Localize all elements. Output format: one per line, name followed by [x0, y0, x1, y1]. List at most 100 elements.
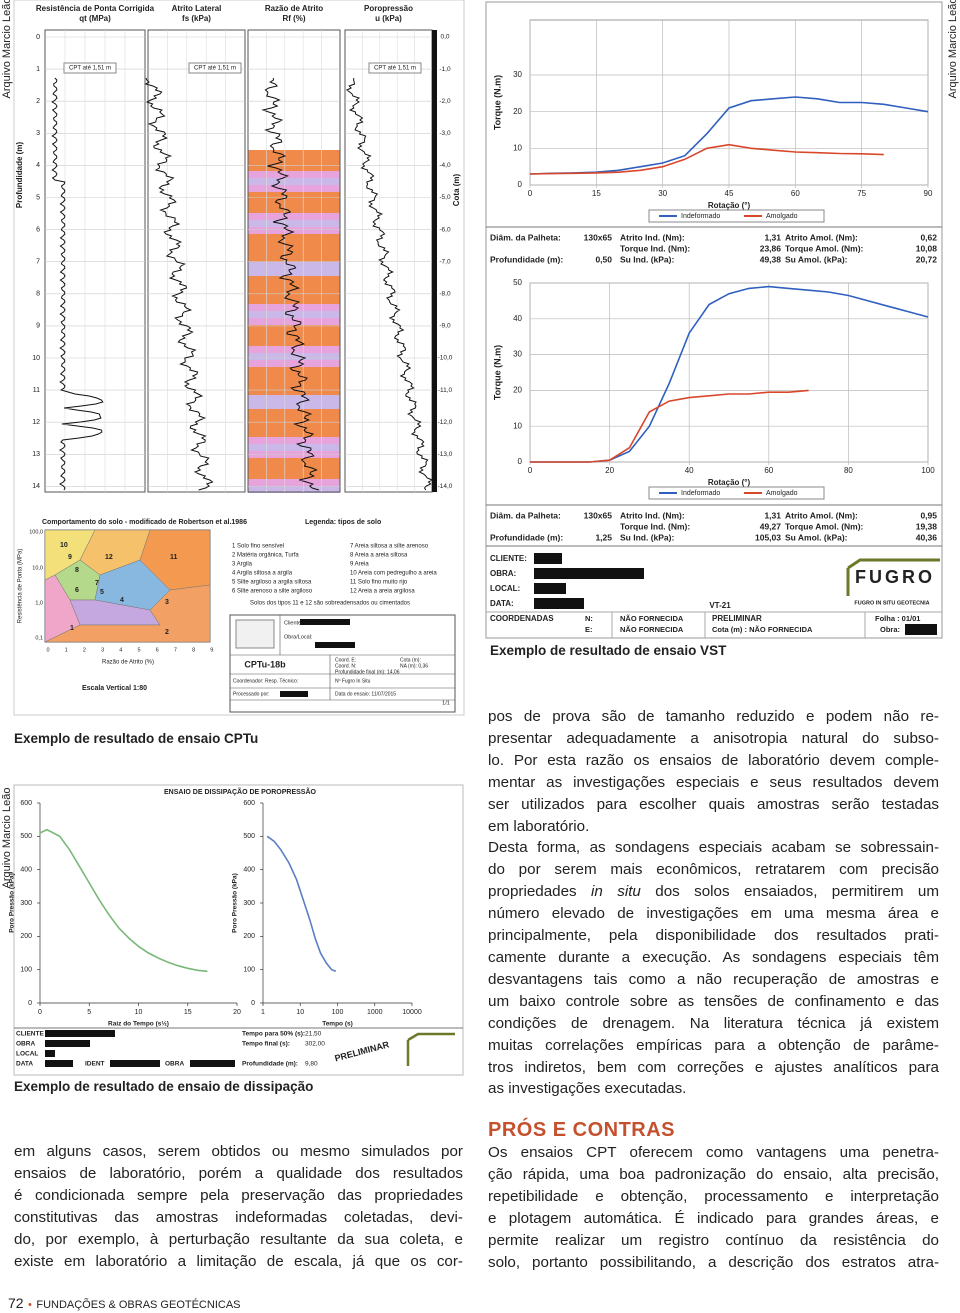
- x-axis-title: Raiz do Tempo (s½): [108, 1020, 169, 1028]
- shape: [248, 178, 340, 185]
- shape: [648, 209, 825, 223]
- shape: [300, 619, 350, 625]
- x-tick-label: 20: [233, 1009, 241, 1016]
- text-line: em alguns casos, serem obtidos ou mesmo …: [14, 1143, 463, 1160]
- text-line: condições de drenagem. Na literatura téc…: [488, 1014, 939, 1032]
- label: Coord. E:: [335, 657, 356, 663]
- shape: [248, 241, 340, 248]
- depth-tick-label: 6: [36, 226, 40, 233]
- x-tick-label: 40: [685, 466, 694, 475]
- y-tick-label: 200: [243, 933, 255, 940]
- column-header: Atrito Lateral: [172, 4, 222, 13]
- column-header: Resistência de Ponta Corrigida: [36, 4, 155, 13]
- shape: [63, 62, 117, 74]
- shape: [248, 185, 340, 192]
- result-label: Tempo final (s):: [242, 1041, 290, 1048]
- text-line: ção rápida, uma boa padronização do ensa…: [488, 1165, 939, 1183]
- figure-caption: Exemplo de resultado de ensaio CPTu: [14, 731, 259, 746]
- text-line: camente durante a execução. As sondagens…: [488, 948, 939, 966]
- y-tick-label: 0: [518, 457, 523, 466]
- table-value: 1,31: [764, 510, 781, 520]
- text-line: pos de prova são de tamanho reduzido e p…: [488, 708, 939, 725]
- label: Nº Fugro In Situ: [335, 678, 371, 684]
- tick-label: 2: [83, 647, 86, 653]
- x-tick-label: 1000: [367, 1009, 383, 1016]
- table-label: Su Ind. (kPa):: [620, 254, 674, 264]
- italic-term: in situ: [591, 883, 641, 901]
- shape: [248, 255, 340, 262]
- table-label: Su Amol. (kPa):: [785, 254, 848, 264]
- table-label: Torque Amol. (Nm):: [785, 521, 864, 531]
- data-line: [530, 389, 809, 463]
- label: Coord. N:: [335, 663, 356, 669]
- logo-subtitle: FUGRO IN SITU GEOTECNIA: [854, 600, 929, 606]
- x-tick-label: 100: [332, 1009, 344, 1016]
- shape: [248, 388, 340, 395]
- zone-label: 9: [68, 554, 72, 561]
- y-tick-label: 20: [513, 107, 522, 116]
- shape: [147, 29, 246, 493]
- tick-label: 3: [101, 647, 104, 653]
- text-line: lo. Por esta razão os ensaios de laborat…: [488, 751, 939, 769]
- y-tick-label: 30: [513, 70, 522, 79]
- note: CPT até 1,51 m: [69, 66, 111, 72]
- legend-label: Amolgado: [766, 490, 798, 497]
- depth-tick-label: 13: [32, 451, 40, 458]
- depth-tick-label: 8: [36, 291, 40, 298]
- table-value: 1,25: [595, 532, 612, 542]
- shape: [248, 479, 340, 486]
- text-run: propriedades: [488, 883, 592, 901]
- x-tick-label: 0: [528, 466, 533, 475]
- text-line: muitas correlações empíricas para a obte…: [488, 1036, 939, 1054]
- paragraph: pos de prova são de tamanho reduzido e p…: [488, 706, 939, 837]
- log-trace: [51, 77, 104, 491]
- cota-tick-label: -6,0: [439, 226, 451, 233]
- axis-title: Cota (m): [452, 173, 461, 206]
- zone-label: 12: [105, 554, 113, 561]
- table-value: 20,72: [916, 254, 938, 264]
- cota-tick-label: -13,0: [438, 451, 453, 458]
- x-tick-label: 10: [135, 1009, 143, 1016]
- text-line: do, por exemplo, à perturbação resultant…: [14, 1230, 463, 1248]
- tick-label: 0,1: [35, 635, 43, 641]
- legend-item: 7 Areia siltosa a silte arenoso: [350, 544, 429, 550]
- label: Folha : 01/01: [875, 614, 920, 623]
- depth-tick-label: 4: [36, 162, 40, 169]
- tick-label: 1: [65, 647, 68, 653]
- footer: 72 • FUNDAÇÕES & OBRAS GEOTÉCNICAS: [8, 1295, 241, 1313]
- note: CPT até 1,51 m: [194, 66, 236, 72]
- y-tick-label: 500: [20, 833, 32, 840]
- shape: [45, 1060, 73, 1067]
- depth-tick-label: 3: [36, 130, 40, 137]
- cota-tick-label: -9,0: [439, 323, 451, 330]
- cota-tick-label: -10,0: [438, 355, 453, 362]
- x-tick-label: 10000: [402, 1009, 422, 1016]
- shape: [248, 360, 340, 367]
- label: VT-21: [709, 601, 731, 610]
- shape: [248, 304, 340, 311]
- text-line: presentar adequadamente a anisotropia na…: [488, 729, 939, 747]
- shape: [248, 227, 340, 234]
- shape: [534, 568, 644, 579]
- x-axis-title: Tempo (s): [322, 1021, 353, 1028]
- cota-tick-label: -12,0: [438, 419, 453, 426]
- x-tick-label: 5: [87, 1009, 91, 1016]
- shape: [248, 409, 340, 416]
- shape: [248, 220, 340, 227]
- table-label: Diâm. da Palheta:: [490, 510, 561, 520]
- shape: [248, 472, 340, 479]
- x-tick-label: 100: [921, 466, 935, 475]
- log-trace: [261, 77, 320, 491]
- legend-item: 12 Areia a areia argilosa: [350, 589, 415, 595]
- section-heading: PRÓS E CONTRAS: [488, 1119, 676, 1141]
- zone-label: 6: [75, 587, 79, 594]
- tick-label: 10,0: [32, 565, 43, 571]
- depth-tick-label: 12: [32, 419, 40, 426]
- shape: [248, 164, 340, 171]
- x-tick-label: 30: [658, 189, 667, 198]
- y-tick-label: 20: [513, 386, 522, 395]
- depth-tick-label: 1: [36, 66, 40, 73]
- legend-item: 5 Silte argiloso a argila siltosa: [232, 580, 312, 586]
- depth-tick-label: 10: [32, 355, 40, 362]
